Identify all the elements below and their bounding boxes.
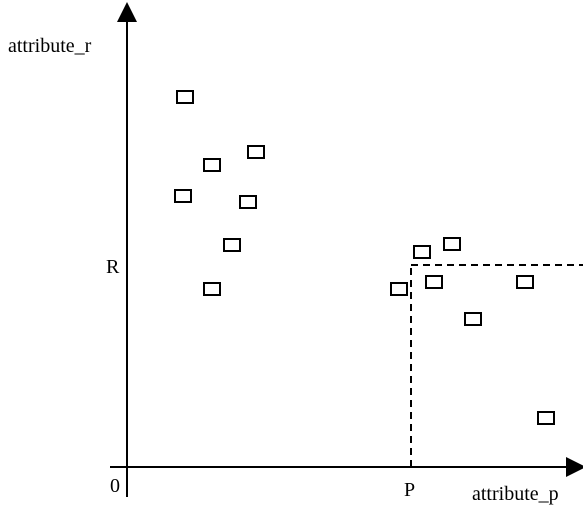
data-point — [413, 245, 431, 259]
data-point — [425, 275, 443, 289]
data-points — [174, 90, 555, 425]
data-point — [443, 237, 461, 251]
data-point — [390, 282, 408, 296]
data-point — [223, 238, 241, 252]
data-point — [203, 282, 221, 296]
data-point — [247, 145, 265, 159]
threshold-x-label: P — [404, 479, 415, 501]
data-point — [516, 275, 534, 289]
y-axis-label: attribute_r — [8, 35, 92, 57]
data-point — [174, 189, 192, 203]
origin-label: 0 — [110, 475, 120, 497]
data-point — [203, 158, 221, 172]
threshold-y-label: R — [106, 256, 120, 278]
x-axis-label: attribute_p — [472, 483, 559, 505]
data-point — [537, 411, 555, 425]
data-point — [464, 312, 482, 326]
data-point — [176, 90, 194, 104]
data-point — [239, 195, 257, 209]
